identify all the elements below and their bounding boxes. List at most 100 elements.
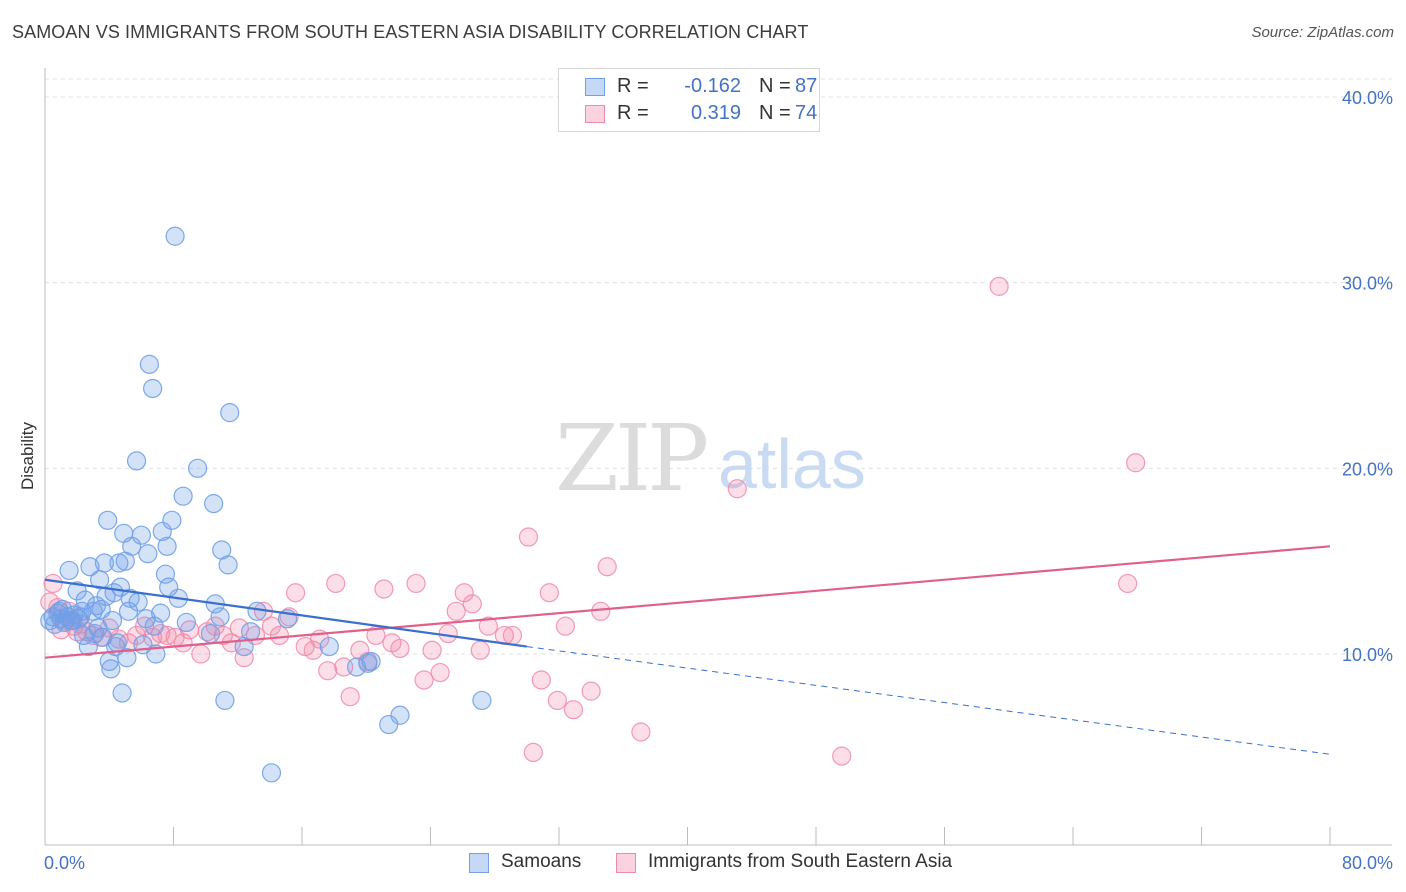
immigrants-point xyxy=(478,616,498,636)
samoans-swatch xyxy=(585,78,605,96)
gridlines xyxy=(45,78,1392,655)
immigrants-swatch xyxy=(585,105,605,123)
samoans-point xyxy=(109,553,129,573)
samoans-point xyxy=(358,653,378,673)
samoans-point xyxy=(319,636,339,657)
samoans-points xyxy=(40,226,492,783)
samoans-trend-line xyxy=(44,578,528,648)
immigrants-point xyxy=(470,640,490,660)
immigrants-point xyxy=(229,618,249,638)
samoans-point xyxy=(98,510,118,530)
samoans-point xyxy=(94,553,115,573)
samoans-point xyxy=(93,627,113,647)
immigrants-point xyxy=(502,625,523,646)
samoans-point xyxy=(241,622,261,642)
samoans-point xyxy=(128,592,148,612)
samoans-point xyxy=(390,705,410,725)
immigrants-point xyxy=(518,527,539,547)
immigrants-point xyxy=(438,623,458,644)
immigrants-point xyxy=(547,690,567,711)
samoans-point xyxy=(215,690,235,711)
immigrants-point xyxy=(285,583,306,603)
samoans-point xyxy=(102,610,123,631)
r-value: -0.162 xyxy=(684,75,741,97)
samoans-point xyxy=(131,525,151,545)
samoans-point xyxy=(122,536,142,556)
samoans-point xyxy=(472,690,492,711)
samoans-point xyxy=(80,557,100,577)
immigrants-point xyxy=(430,662,450,683)
samoans-point xyxy=(152,521,172,542)
n-value: 87 xyxy=(795,75,818,97)
immigrants-point xyxy=(118,633,139,653)
immigrants-point xyxy=(390,638,410,659)
samoans-swatch xyxy=(469,853,489,873)
samoans-trend-extension xyxy=(526,646,1331,755)
immigrants-point xyxy=(727,479,747,499)
n-label: N = xyxy=(759,102,791,124)
samoans-point xyxy=(151,603,171,623)
samoans-point xyxy=(117,648,137,668)
samoans-point xyxy=(204,494,224,514)
watermark: ZIP atlas xyxy=(555,405,866,512)
immigrants-point xyxy=(563,700,584,720)
samoans-point xyxy=(165,226,185,246)
chart-title: SAMOAN VS IMMIGRANTS FROM SOUTH EASTERN … xyxy=(12,22,809,42)
immigrants-point xyxy=(422,640,442,660)
correlation-legend: R = -0.162 N = 87 R = 0.319 N = 74 xyxy=(558,68,820,132)
immigrants-point xyxy=(414,670,434,690)
immigrants-point xyxy=(539,583,559,603)
x-tick-labels: 0.0% 80.0% xyxy=(44,853,1393,873)
immigrants-point xyxy=(591,601,611,621)
immigrants-label: Immigrants from South Eastern Asia xyxy=(648,851,953,872)
immigrants-point xyxy=(1126,453,1146,473)
immigrants-point xyxy=(303,640,323,660)
samoans-point xyxy=(347,657,367,677)
immigrants-point xyxy=(832,746,852,766)
samoans-point xyxy=(138,544,158,564)
samoans-point xyxy=(218,555,238,575)
watermark-atlas: atlas xyxy=(718,425,866,503)
immigrants-point xyxy=(318,661,338,681)
immigrants-point xyxy=(597,557,617,577)
samoans-point xyxy=(70,607,90,627)
immigrants-point xyxy=(523,742,543,763)
samoans-point xyxy=(210,607,230,627)
immigrants-point xyxy=(157,625,177,646)
immigrants-point xyxy=(555,616,576,636)
source-credit: Source: ZipAtlas.com xyxy=(1251,24,1394,41)
immigrants-point xyxy=(446,601,466,621)
samoans-point xyxy=(173,486,193,506)
samoans-point xyxy=(59,560,79,581)
immigrants-point xyxy=(631,722,651,742)
immigrants-swatch xyxy=(616,853,636,873)
immigrants-point xyxy=(454,583,474,603)
immigrants-point xyxy=(374,579,394,599)
y-tick-label: 10.0% xyxy=(1342,645,1393,665)
y-tick-label: 30.0% xyxy=(1342,274,1393,294)
samoans-point xyxy=(361,651,381,672)
samoans-point xyxy=(112,683,132,703)
samoans-point xyxy=(187,458,208,478)
samoans-point xyxy=(136,609,156,629)
y-tick-label: 20.0% xyxy=(1342,459,1393,479)
x-tick-label: 0.0% xyxy=(44,853,85,873)
n-value: 74 xyxy=(795,102,818,124)
samoans-point xyxy=(200,623,221,644)
immigrants-point xyxy=(234,648,254,668)
samoans-point xyxy=(139,354,160,374)
samoans-point xyxy=(143,378,163,399)
samoans-point xyxy=(162,510,182,530)
immigrants-trend-line xyxy=(44,545,1331,659)
samoans-point xyxy=(261,763,282,783)
r-label: R = xyxy=(617,102,649,124)
immigrants-point xyxy=(989,276,1009,296)
watermark-zip: ZIP xyxy=(555,405,706,512)
immigrants-point xyxy=(43,573,63,594)
x-tick-label: 80.0% xyxy=(1342,853,1393,873)
r-value: 0.319 xyxy=(690,102,741,124)
y-axis-label: Disability xyxy=(18,421,37,490)
samoans-point xyxy=(49,601,70,621)
samoans-point xyxy=(247,601,267,621)
